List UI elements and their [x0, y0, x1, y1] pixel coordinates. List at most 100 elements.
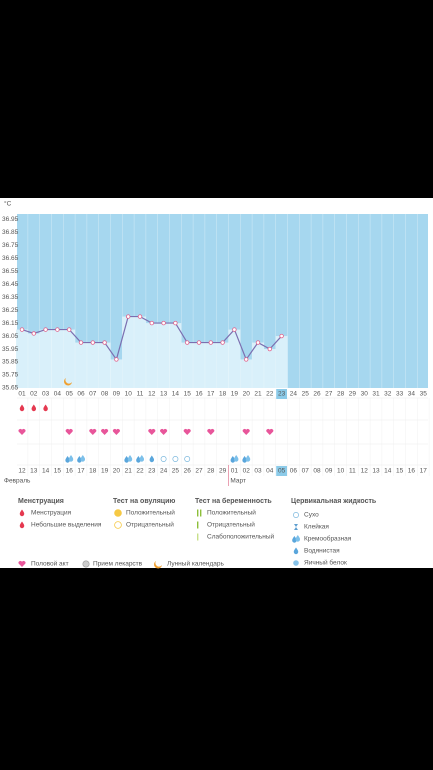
fluid-creamy	[230, 455, 239, 463]
y-tick-label: 36.35	[2, 294, 19, 301]
fluid-watery	[149, 455, 155, 463]
cycle-day: 17	[207, 391, 215, 398]
temperature-point	[102, 340, 107, 345]
legend-icon	[114, 521, 122, 529]
heart	[207, 428, 215, 435]
temperature-point	[43, 327, 48, 332]
legend-item: Сухо	[304, 512, 319, 519]
temperature-point	[279, 333, 284, 339]
legend-icon	[197, 509, 199, 517]
legend-icon	[197, 533, 199, 541]
y-tick-label: 35.95	[2, 346, 19, 353]
column-fill	[110, 359, 123, 388]
heart	[183, 428, 191, 435]
date-label: 11	[349, 468, 356, 475]
cycle-day: 04	[54, 391, 62, 398]
fluid-egg-white	[293, 560, 299, 566]
menstruation-mark	[43, 404, 48, 412]
legend-icon	[19, 521, 25, 529]
heart	[148, 428, 156, 435]
cycle-day: 30	[361, 391, 369, 398]
column-fill	[75, 342, 87, 388]
fluid-creamy	[124, 455, 133, 463]
date-label: 06	[290, 468, 298, 475]
y-tick-label: 36.85	[2, 229, 19, 236]
fluid-creamy	[242, 455, 251, 463]
date-label: 03	[254, 468, 262, 475]
heart	[89, 428, 97, 435]
cycle-day: 22	[266, 391, 274, 398]
column-fill	[204, 342, 217, 388]
drop-part	[242, 456, 247, 463]
temperature-point	[255, 340, 261, 345]
cycle-day: 06	[77, 391, 85, 398]
date-label: 21	[125, 468, 133, 475]
temperature-point	[125, 314, 131, 319]
cycle-day: 10	[125, 391, 133, 398]
date-label: 14	[42, 468, 50, 475]
drop-part	[230, 456, 236, 463]
date-label: 04	[266, 468, 274, 475]
column-fill	[181, 342, 194, 388]
temperature-point	[66, 327, 72, 332]
column-fill	[63, 329, 76, 388]
y-tick-label: 36.95	[2, 216, 19, 223]
cycle-day: 03	[42, 391, 50, 398]
fluid-creamy	[136, 455, 145, 463]
column-fill	[263, 349, 276, 388]
date-label: 17	[420, 468, 428, 475]
legend-item: Положительный	[207, 509, 256, 517]
legend-item: Слабоположительный	[207, 533, 275, 541]
cycle-day: 34	[408, 391, 416, 398]
date-label: 12	[361, 468, 369, 475]
date-label: 27	[195, 468, 203, 475]
date-label: 01	[231, 468, 239, 475]
today-box	[276, 389, 287, 399]
column-fill	[145, 323, 158, 388]
date-label: 16	[408, 468, 416, 475]
y-tick-label: 36.55	[2, 268, 19, 275]
temperature-point	[173, 320, 178, 326]
date-label: 05	[278, 468, 286, 475]
date-label: 02	[243, 468, 251, 475]
date-label: 16	[66, 468, 74, 475]
column-fill	[240, 359, 253, 388]
date-label: 28	[207, 468, 215, 475]
cycle-day: 26	[313, 391, 321, 398]
fluid-dry	[160, 456, 167, 462]
cycle-day: 09	[113, 391, 121, 398]
cycle-day: 14	[172, 391, 180, 398]
temperature-point	[208, 340, 213, 345]
legend-icon	[197, 521, 199, 529]
cycle-day: 20	[243, 391, 251, 398]
drop-part	[124, 456, 129, 463]
date-label: 15	[54, 468, 62, 475]
y-tick-label: 36.45	[2, 281, 19, 288]
cycle-day: 24	[290, 391, 298, 398]
today-box	[276, 466, 287, 476]
drop-part	[127, 455, 133, 462]
cycle-day: 11	[137, 391, 144, 398]
date-label: 09	[325, 468, 333, 475]
temperature-point	[19, 327, 25, 332]
legend-item: Менструация	[31, 510, 72, 517]
cycle-day: 32	[384, 391, 392, 398]
fluid-dry	[293, 512, 299, 518]
menstruation-mark	[19, 404, 25, 412]
heart	[266, 428, 274, 435]
legend-item: Небольшие выделения	[31, 521, 102, 529]
heart	[18, 428, 26, 435]
legend-heading: Цервикальная жидкость	[291, 498, 377, 505]
date-label: 12	[18, 468, 26, 475]
date-label: 14	[384, 468, 392, 475]
fluid-creamy	[292, 535, 301, 543]
temperature-point	[232, 327, 237, 332]
date-label: 25	[172, 468, 180, 475]
cycle-day: 29	[349, 391, 357, 398]
column-fill	[51, 329, 64, 388]
legend-icon	[114, 509, 122, 517]
column-fill	[157, 323, 170, 388]
temperature-point	[90, 340, 95, 345]
column-fill	[193, 342, 205, 388]
